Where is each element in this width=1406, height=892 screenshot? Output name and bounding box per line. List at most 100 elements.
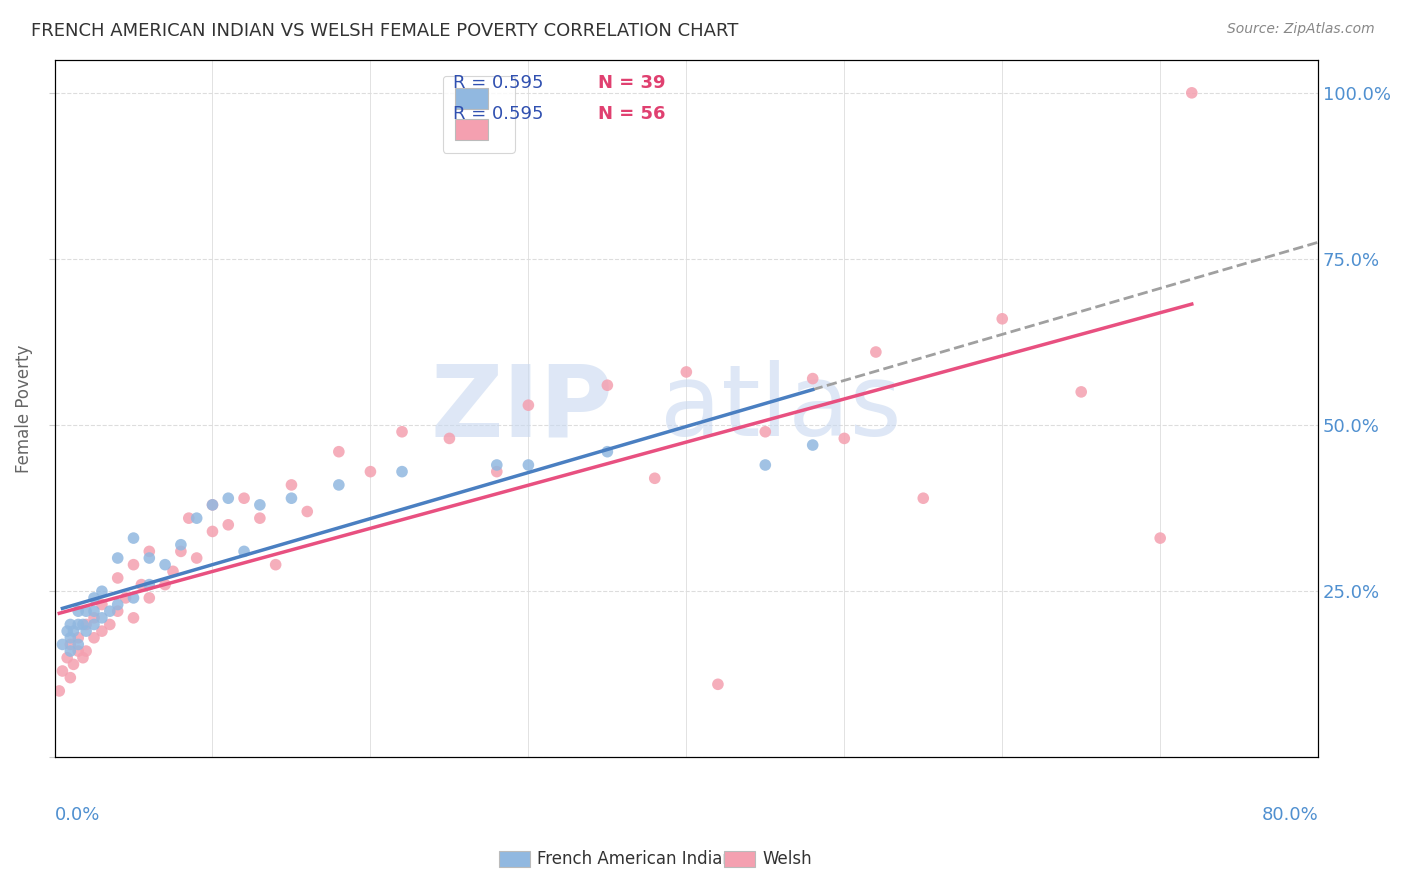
Point [801, 438, 824, 452]
Point [72, 617, 94, 632]
Point [56, 650, 79, 665]
Point [90, 624, 112, 639]
Point [83, 604, 105, 618]
Point [59, 644, 82, 658]
Point [485, 465, 508, 479]
Point [67, 617, 90, 632]
Point [83, 591, 105, 605]
Point [59, 631, 82, 645]
Point [153, 558, 176, 572]
Point [201, 498, 224, 512]
Text: R = 0.595: R = 0.595 [453, 73, 543, 92]
Point [517, 458, 540, 472]
Point [675, 365, 697, 379]
Point [107, 571, 129, 585]
Point [754, 458, 776, 472]
Point [991, 311, 1014, 326]
Point [59, 671, 82, 685]
Point [1070, 384, 1092, 399]
Point [83, 611, 105, 625]
Point [439, 431, 461, 445]
Point [596, 378, 619, 392]
Point [280, 491, 302, 506]
Point [122, 611, 145, 625]
Point [754, 425, 776, 439]
Point [217, 517, 239, 532]
Text: FRENCH AMERICAN INDIAN VS WELSH FEMALE POVERTY CORRELATION CHART: FRENCH AMERICAN INDIAN VS WELSH FEMALE P… [31, 22, 738, 40]
Point [644, 471, 666, 485]
Point [359, 465, 381, 479]
Text: R = 0.595: R = 0.595 [453, 105, 543, 123]
Y-axis label: Female Poverty: Female Poverty [15, 344, 32, 473]
Point [832, 431, 855, 445]
Point [485, 458, 508, 472]
Point [249, 511, 271, 525]
Point [186, 551, 208, 566]
Point [517, 398, 540, 412]
Point [1181, 86, 1204, 100]
Text: ZIP: ZIP [430, 360, 613, 457]
Point [72, 650, 94, 665]
Point [51, 664, 73, 678]
Point [107, 604, 129, 618]
Point [201, 524, 224, 539]
Point [201, 498, 224, 512]
Point [217, 491, 239, 506]
Text: N = 56: N = 56 [598, 105, 665, 123]
Point [328, 478, 350, 492]
Point [186, 511, 208, 525]
Point [98, 604, 121, 618]
Text: Source: ZipAtlas.com: Source: ZipAtlas.com [1227, 22, 1375, 37]
Point [122, 558, 145, 572]
Text: 0.0%: 0.0% [55, 806, 100, 824]
Point [67, 644, 90, 658]
Point [297, 504, 319, 518]
Point [170, 538, 193, 552]
Point [62, 657, 84, 672]
Point [138, 577, 160, 591]
Point [114, 591, 136, 605]
Point [75, 604, 97, 618]
Point [75, 624, 97, 639]
Point [912, 491, 935, 506]
Point [75, 617, 97, 632]
Legend: , : , [443, 76, 515, 153]
Point [865, 345, 887, 359]
Point [138, 591, 160, 605]
Point [67, 631, 90, 645]
Point [249, 498, 271, 512]
Point [131, 577, 153, 591]
Point [48, 684, 70, 698]
Point [264, 558, 287, 572]
Point [62, 624, 84, 639]
Point [1149, 531, 1171, 545]
Text: N = 39: N = 39 [598, 73, 665, 92]
Point [328, 444, 350, 458]
Point [107, 598, 129, 612]
Point [280, 478, 302, 492]
Point [107, 551, 129, 566]
Point [233, 544, 256, 558]
Text: atlas: atlas [661, 360, 901, 457]
Point [98, 617, 121, 632]
Point [51, 637, 73, 651]
Point [233, 491, 256, 506]
Point [67, 604, 90, 618]
Point [75, 644, 97, 658]
Point [162, 564, 184, 578]
Text: Welsh: Welsh [762, 850, 811, 868]
Point [177, 511, 200, 525]
Point [122, 531, 145, 545]
Text: 80.0%: 80.0% [1261, 806, 1319, 824]
Text: French American Indians: French American Indians [537, 850, 742, 868]
Point [153, 577, 176, 591]
Point [83, 631, 105, 645]
Point [90, 584, 112, 599]
Point [170, 544, 193, 558]
Point [59, 617, 82, 632]
Point [391, 465, 413, 479]
Point [67, 637, 90, 651]
Point [596, 444, 619, 458]
Point [59, 637, 82, 651]
Point [138, 551, 160, 566]
